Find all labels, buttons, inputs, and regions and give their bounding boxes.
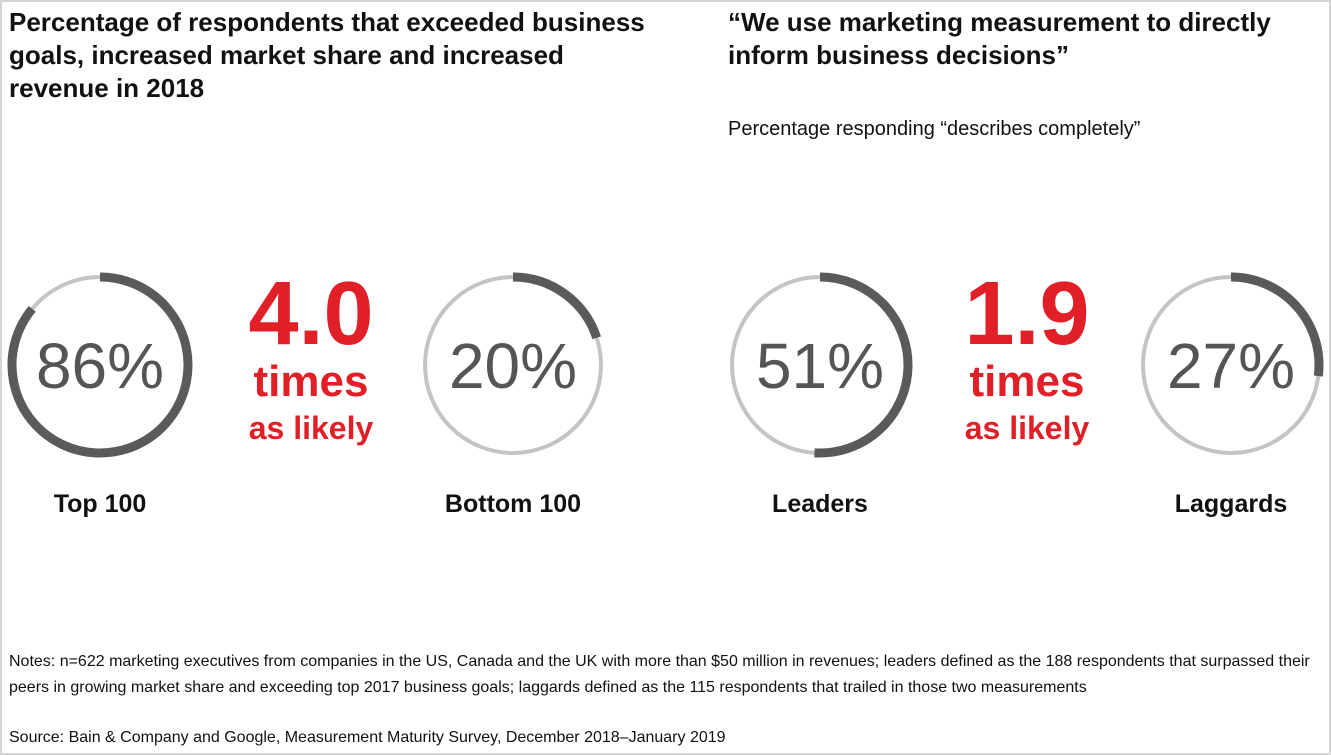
donut-arc-bottom-100 (512, 272, 601, 340)
donut-arc-top-100 (7, 272, 193, 458)
donut-category-bottom-100: Bottom 100 (445, 490, 581, 518)
right-ratio-callout: 1.9 times as likely (942, 264, 1112, 448)
right-ratio-likely: as likely (964, 410, 1090, 446)
donut-charts: 86% Top 100 20% Bottom 100 51% Leaders 27% Lagg… (7, 272, 1324, 518)
right-panel-subtitle: Percentage responding “describes complet… (728, 118, 1141, 140)
left-ratio-value: 4.0 (248, 264, 374, 364)
left-ratio-likely: as likely (248, 410, 374, 446)
right-ratio-times: times (969, 357, 1085, 406)
left-ratio-times: times (253, 357, 369, 406)
donut-value-bottom-100: 20% (449, 330, 577, 402)
right-panel-title: “We use marketing measurement to directl… (728, 7, 1271, 70)
donut-category-top-100: Top 100 (54, 490, 147, 518)
right-ratio-value: 1.9 (964, 264, 1090, 364)
donut-value-leaders: 51% (756, 330, 884, 402)
donut-arc-leaders (814, 272, 913, 458)
donut-category-laggards: Laggards (1175, 490, 1288, 518)
donut-value-top-100: 86% (36, 330, 164, 402)
footnote-notes: Notes: n=622 marketing executives from c… (9, 653, 1310, 696)
footnote-source: Source: Bain & Company and Google, Measu… (9, 729, 726, 746)
donut-arc-laggards (1230, 272, 1324, 377)
donut-value-laggards: 27% (1167, 330, 1295, 402)
left-panel-title: Percentage of respondents that exceeded … (9, 7, 645, 103)
donut-category-leaders: Leaders (772, 490, 868, 518)
left-ratio-callout: 4.0 times as likely (226, 264, 396, 448)
